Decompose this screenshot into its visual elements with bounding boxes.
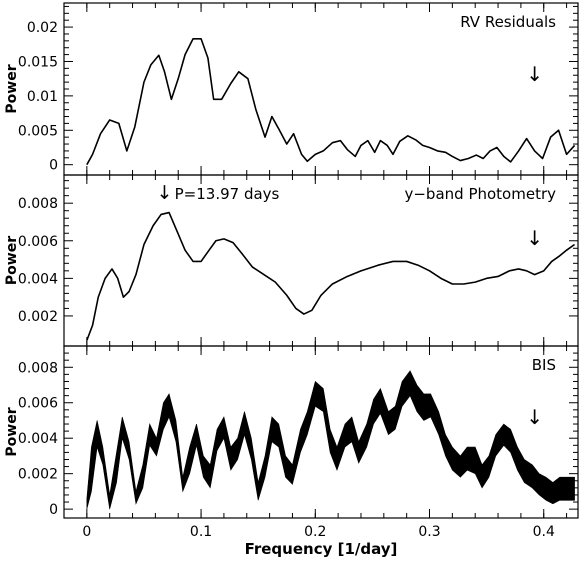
period-label: P=13.97 days [175,185,280,203]
x-tick-label: 0.4 [533,524,555,540]
y-tick-label: 0.006 [18,396,58,412]
x-tick-label: 0 [82,524,91,540]
y-tick-label: 0.01 [27,89,58,105]
marker-arrow: ↓ [526,226,543,250]
y-tick-label: 0.008 [18,196,58,212]
y-tick-label: 0 [49,158,58,174]
panel-annotation: BIS [532,356,556,374]
x-tick-label: 0.3 [418,524,440,540]
x-tick-label: 0.1 [190,524,212,540]
panel-top: 0 0.005 0.01 0.015 0.02 Power RV Residuals ↓ [4,2,579,176]
x-tick-label: 0.2 [304,524,326,540]
panel-middle: 0.002 0.004 0.006 0.008 Power y−band Photomet… [4,174,579,347]
panel-annotation: RV Residuals [460,13,556,31]
marker-arrow: ↓ [526,62,543,86]
y-axis-label: Power [4,236,20,285]
middle-power-curve [86,211,576,341]
y-tick-label: 0.005 [18,123,58,139]
y-axis-label: Power [4,407,20,456]
panel-bottom: 0 0.002 0.004 0.006 0.008 Power BIS ↓ 0 0.1 0.2 0.3… [4,345,579,558]
y-tick-label: 0.015 [18,54,58,70]
y-axis-label: Power [4,64,20,113]
y-tick-label: 0.004 [18,271,58,287]
y-tick-label: 0.004 [18,431,58,447]
period-arrow: ↓ [157,182,173,204]
y-tick-label: 0.02 [27,20,58,36]
y-tick-label: 0 [49,502,58,518]
y-tick-label: 0.002 [18,467,58,483]
panel-frame [63,345,579,519]
panel-annotation: y−band Photometry [404,185,556,203]
y-tick-label: 0.002 [18,309,58,325]
top-power-curve [86,37,576,166]
marker-arrow: ↓ [526,405,543,429]
bis-power-band [86,370,575,510]
y-tick-label: 0.008 [18,360,58,376]
x-axis-label: Frequency [1/day] [245,540,398,558]
y-tick-label: 0.006 [18,234,58,250]
